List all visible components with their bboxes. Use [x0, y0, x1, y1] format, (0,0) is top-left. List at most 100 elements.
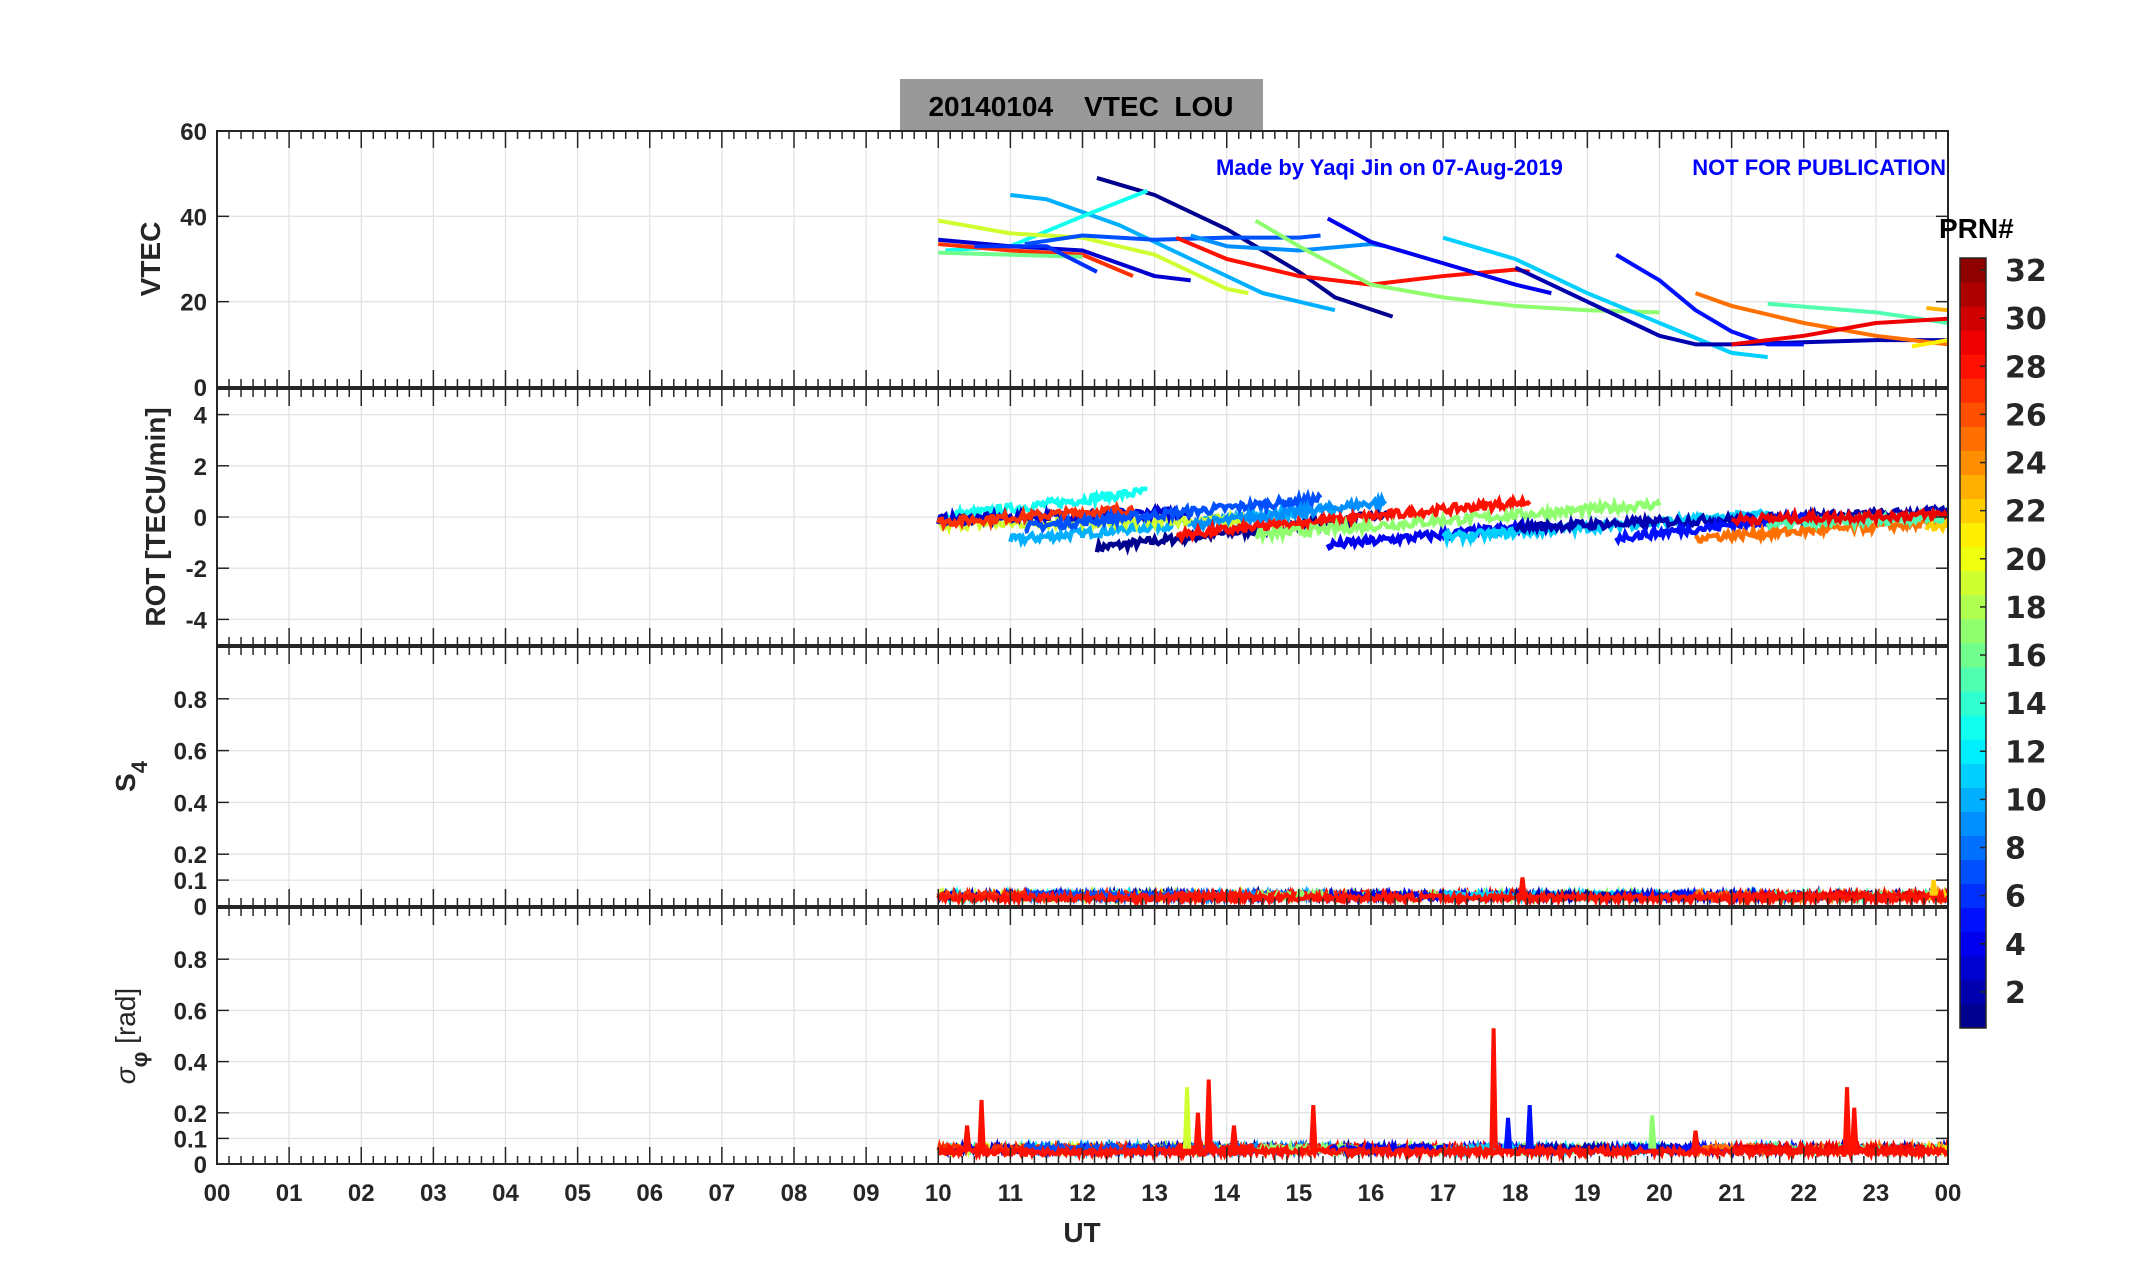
colorbar-segment: [1960, 811, 1986, 836]
sigma-spike: [1182, 1087, 1192, 1149]
colorbar-border: [1959, 257, 1987, 1029]
x-tick-label: 01: [276, 1180, 303, 1207]
colorbar-segment: [1960, 522, 1986, 548]
sigma-spike: [1489, 1028, 1498, 1149]
colorbar-tick-label: 16: [2005, 639, 2047, 674]
y-tick-label: 0.2: [174, 842, 207, 869]
notice-text: NOT FOR PUBLICATION: [1692, 155, 1946, 180]
x-tick-label: 17: [1430, 1180, 1457, 1207]
x-tick-label: 00: [204, 1180, 231, 1207]
x-tick-label: 20: [1646, 1180, 1673, 1207]
x-tick-label: 04: [492, 1180, 519, 1207]
y-tick-label: -4: [186, 607, 208, 634]
vtec-line-prn-3: [938, 237, 1191, 283]
y-tick-label: 0.2: [174, 1101, 207, 1128]
x-tick-label: 10: [925, 1180, 952, 1207]
vtec-line-prn-16: [938, 250, 1083, 259]
x-axis-label: UT: [1063, 1217, 1100, 1248]
sigma-spike: [1850, 1107, 1859, 1149]
rot-line-prn-28: [1175, 493, 1532, 545]
colorbar-tick-label: 18: [2005, 591, 2047, 626]
vtec-line-prn-29: [1731, 316, 1948, 347]
colorbar-label: PRN#: [1939, 213, 2014, 244]
sigma-spike: [1309, 1105, 1318, 1149]
y-tick-label: 0.8: [174, 947, 207, 974]
colorbar-segment: [1960, 859, 1986, 885]
panel-s4: 00.10.2 0.4 0.6 0.8 S4: [110, 646, 1949, 921]
colorbar-segment: [1960, 282, 1986, 307]
colorbar-segment: [1960, 763, 1986, 788]
x-tick-label: 18: [1502, 1180, 1529, 1207]
sigma-spike: [1648, 1115, 1657, 1149]
colorbar-segment: [1960, 474, 1986, 500]
x-tick-label: 11: [998, 1180, 1023, 1207]
rot-line-prn-22: [1924, 517, 1948, 535]
y-tick-label: 0.6: [174, 739, 207, 766]
y-axis-label-vtec: VTEC: [135, 222, 166, 297]
rot-line-prn-4: [1325, 516, 1554, 552]
colorbar-tick-label: 26: [2005, 398, 2047, 433]
x-tick-label: 05: [564, 1180, 591, 1207]
y-axis-label-sigma: σφ [rad]: [110, 988, 152, 1084]
x-tick-label: 15: [1286, 1180, 1313, 1207]
colorbar-tick-label: 24: [2005, 447, 2047, 482]
vtec-line-prn-19: [937, 218, 1249, 296]
sigma-spike: [1229, 1125, 1239, 1149]
y-tick-label: 0.8: [174, 687, 207, 714]
rot-line-prn-29: [1730, 506, 1948, 528]
y-tick-label: 0: [194, 505, 207, 532]
y-tick-label: 0.1: [174, 1126, 207, 1153]
rot-line-prn-9: [1190, 491, 1388, 536]
x-tick-label: 00: [1935, 1180, 1962, 1207]
rot-line-prn-13: [943, 486, 1148, 528]
colorbar-segment: [1960, 907, 1986, 933]
colorbar-segment: [1960, 715, 1986, 740]
rot-line-prn-7: [1024, 488, 1323, 535]
sigma-spike: [1193, 1112, 1203, 1149]
y-tick-label: 0.4: [174, 1050, 208, 1077]
colorbar-tick-label: 20: [2005, 543, 2047, 578]
colorbar-tick-label: 4: [2005, 928, 2026, 963]
x-tick-label: 02: [348, 1180, 375, 1207]
series-group: [937, 176, 1948, 360]
y-label-main: σ: [110, 1066, 141, 1084]
x-tick-label: 07: [709, 1180, 736, 1207]
x-tick-label: 12: [1069, 1180, 1096, 1207]
colorbar-tick-label: 14: [2005, 687, 2047, 722]
colorbar-segment: [1960, 955, 1986, 981]
colorbar-segment: [1960, 570, 1986, 596]
vtec-line-prn-17: [1254, 218, 1660, 315]
x-tick-label: 03: [420, 1180, 447, 1207]
x-tick-label: 06: [636, 1180, 663, 1207]
y-axis-label-s4: S4: [110, 760, 152, 792]
rot-line-prn-27: [936, 500, 1136, 533]
y-tick-label: 0: [194, 375, 207, 402]
x-tick-label: 21: [1718, 1180, 1745, 1207]
x-tick-label: 22: [1790, 1180, 1817, 1207]
x-tick-label: 14: [1213, 1180, 1240, 1207]
y-axis-label-rot: ROT [TECU/min]: [140, 407, 171, 626]
y-tick-label: 60: [180, 119, 207, 146]
vtec-line-prn-6: [974, 244, 1098, 274]
colorbar-tick-label: 8: [2005, 832, 2026, 867]
x-tick-label: 19: [1574, 1180, 1601, 1207]
y-tick-label: 0.6: [174, 998, 207, 1025]
chart-title: 20140104 VTEC LOU: [928, 91, 1233, 122]
colorbar-tick-label: 2: [2005, 976, 2026, 1011]
s4-spike: [1518, 877, 1527, 896]
panel-vtec: 0 20 40 60 VTEC: [135, 119, 1949, 402]
vtec-line-prn-10: [1010, 193, 1336, 313]
y-label-unit: [rad]: [110, 988, 141, 1052]
y-label-subscript: 4: [127, 760, 152, 773]
colorbar-segment: [1960, 330, 1986, 355]
credit-text: Made by Yaqi Jin on 07-Aug-2019: [1216, 155, 1563, 180]
sigma-spike: [1525, 1105, 1534, 1149]
panel-rot: -4 -2 0 2 4 ROT [TECU/min]: [140, 388, 1949, 646]
vtec-line-prn-21: [1911, 338, 1948, 349]
x-tick-label: 08: [781, 1180, 808, 1207]
colorbar-segment: [1960, 378, 1986, 403]
title-box: [900, 79, 1263, 131]
